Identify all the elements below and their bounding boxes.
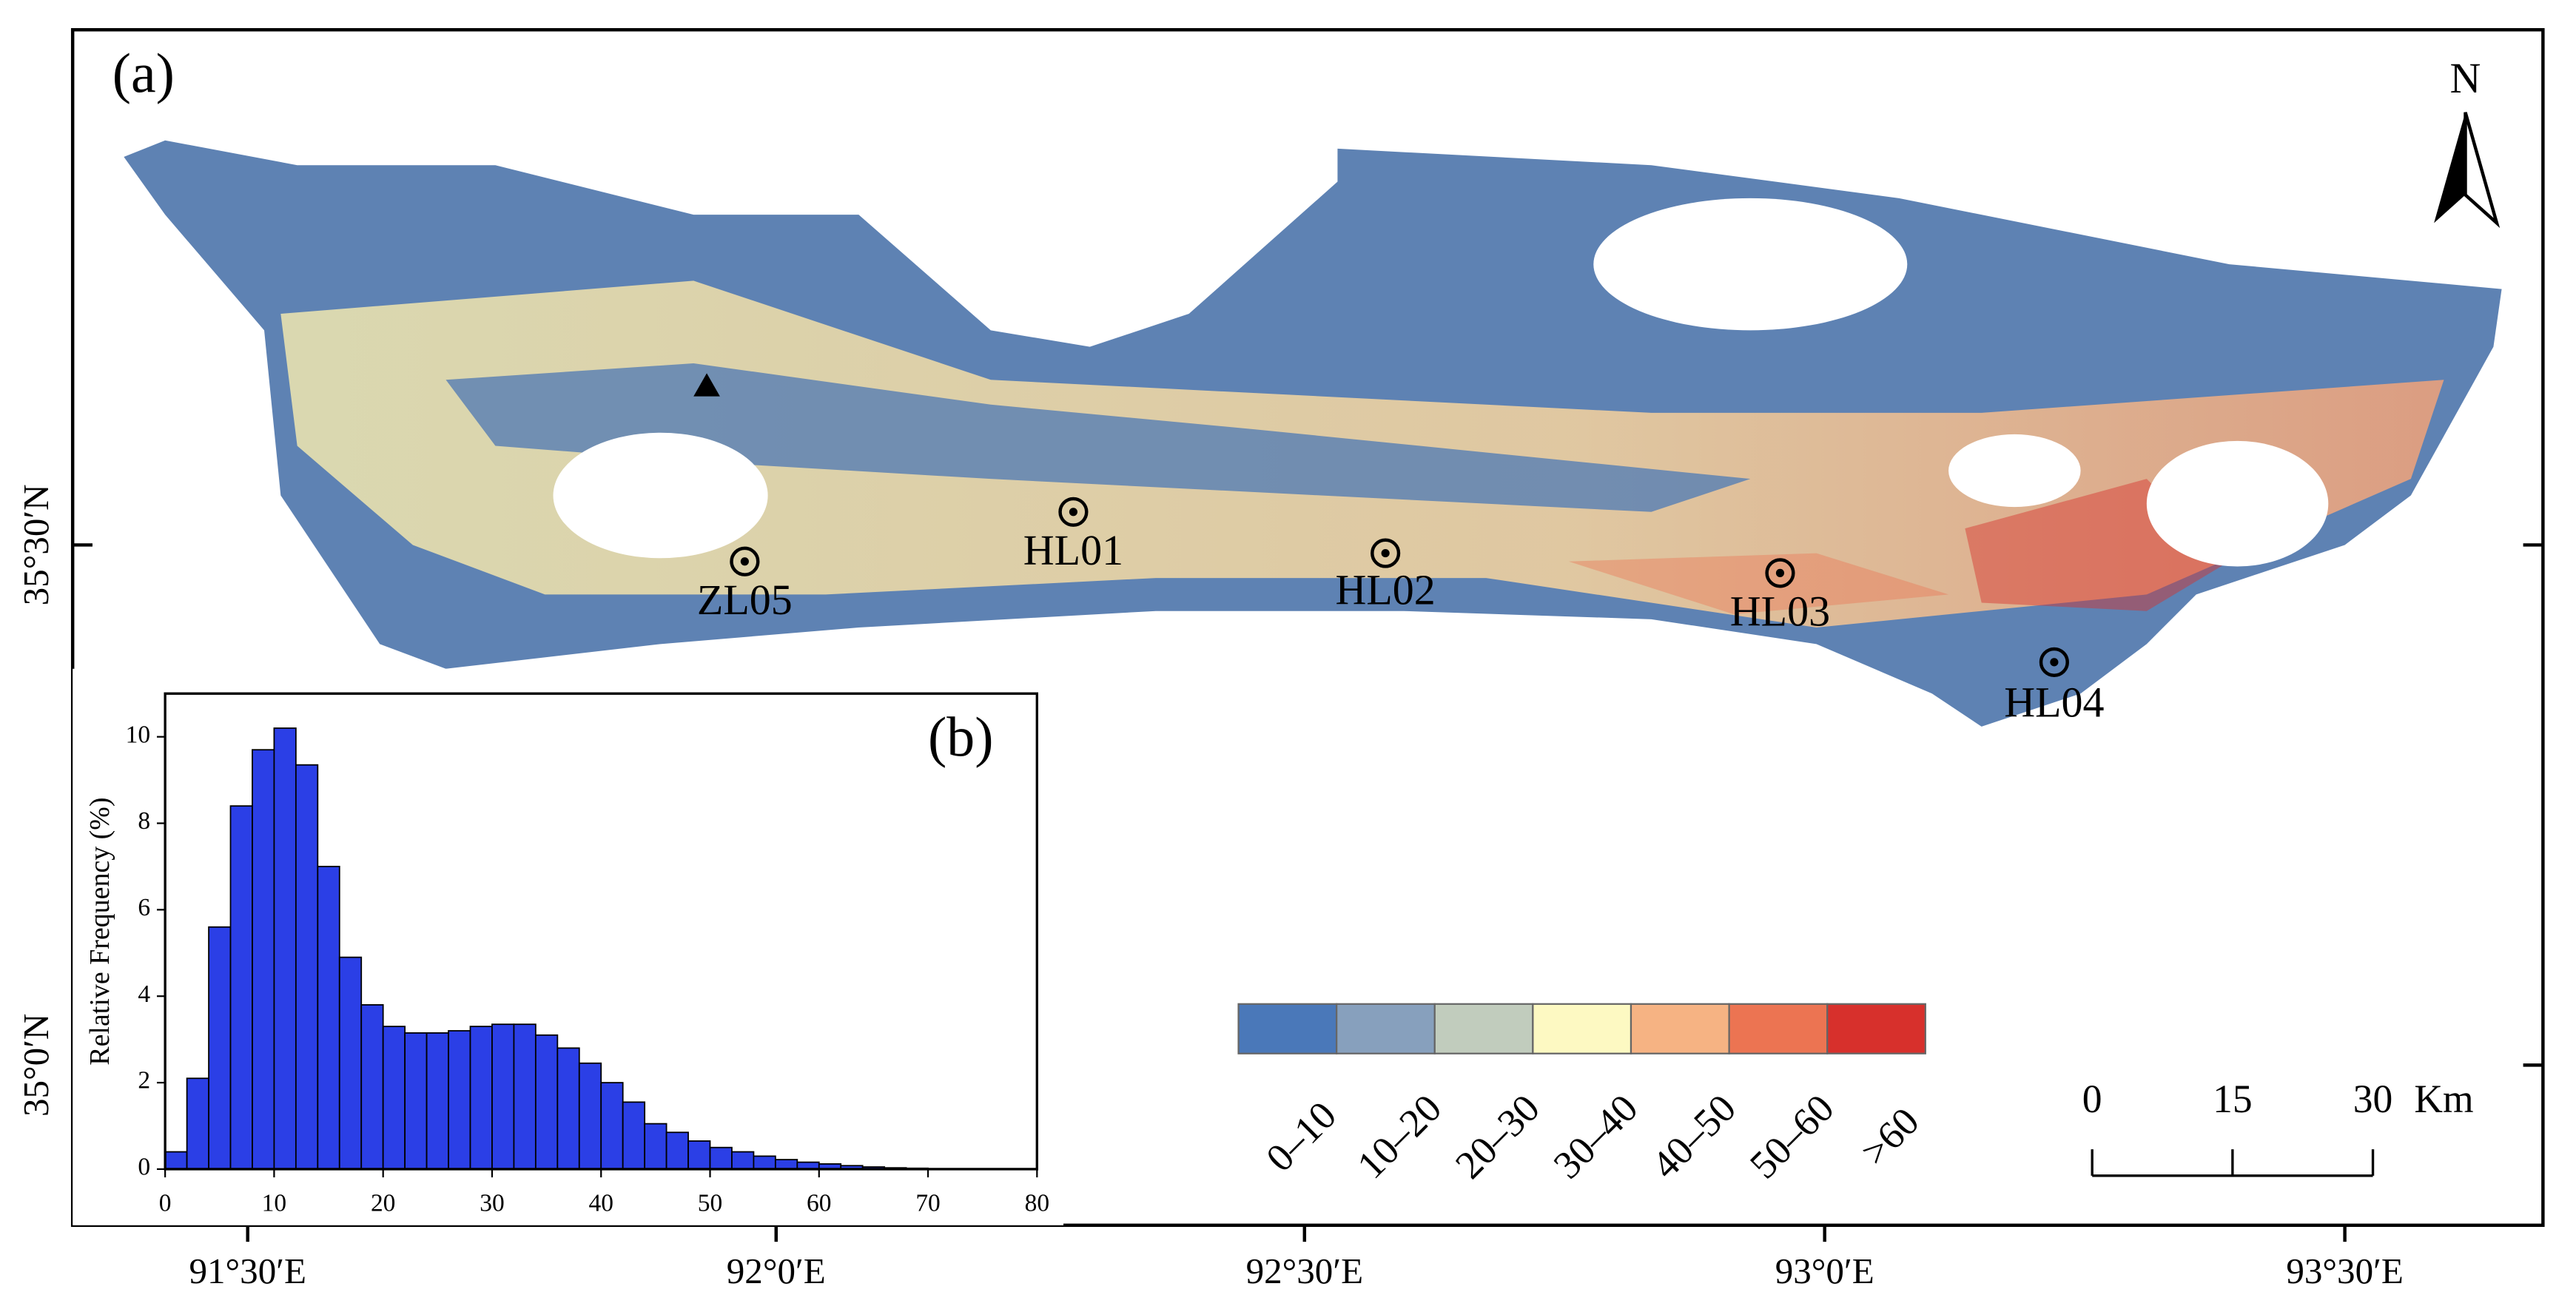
scale-unit: Km	[2414, 1077, 2473, 1121]
site-label: HL03	[1730, 588, 1830, 636]
bar	[622, 1101, 646, 1170]
bar	[426, 1032, 449, 1170]
lon-tick-label: 92°0′E	[727, 1251, 826, 1291]
bar	[513, 1023, 537, 1170]
legend-swatch	[1728, 1003, 1829, 1054]
site-label: HL02	[1335, 566, 1435, 614]
y-tick-label: 0	[138, 1154, 150, 1181]
bar	[556, 1047, 580, 1170]
panel-label: (b)	[928, 707, 993, 769]
bar	[360, 1004, 384, 1170]
site-marker	[1765, 558, 1795, 588]
scale-label: 15	[2213, 1077, 2253, 1121]
bar	[644, 1123, 667, 1170]
y-tick-label: 4	[138, 980, 150, 1008]
bar	[229, 805, 253, 1170]
bar	[534, 1034, 559, 1170]
bar	[208, 926, 232, 1170]
bar	[382, 1026, 406, 1170]
bar	[295, 764, 319, 1170]
legend-swatch	[1237, 1003, 1338, 1054]
site-label: ZL05	[697, 576, 793, 624]
bar	[404, 1032, 428, 1170]
scale-label: 30	[2353, 1077, 2393, 1121]
bar	[774, 1159, 798, 1170]
x-tick-label: 30	[480, 1190, 504, 1217]
bar	[273, 727, 297, 1170]
x-tick-label: 40	[588, 1190, 613, 1217]
scale-label: 0	[2082, 1077, 2102, 1121]
bar	[448, 1030, 471, 1170]
panel-label: (a)	[112, 43, 175, 105]
bar	[578, 1062, 602, 1170]
bar	[338, 956, 363, 1170]
y-axis-label: Relative Frequency (%)	[84, 797, 115, 1065]
x-tick-label: 20	[371, 1190, 395, 1217]
lat-tick-label: 35°30′N	[16, 484, 56, 605]
bar	[252, 749, 275, 1170]
y-tick-label: 8	[138, 807, 150, 835]
x-tick-label: 70	[915, 1190, 940, 1217]
lon-tick-label: 92°30′E	[1246, 1251, 1364, 1291]
lon-tick-label: 93°0′E	[1775, 1251, 1874, 1291]
x-tick-label: 50	[698, 1190, 722, 1217]
lat-tick-label: 35°0′N	[16, 1014, 56, 1117]
bar	[731, 1151, 755, 1170]
x-tick-label: 80	[1025, 1190, 1049, 1217]
y-tick-label: 6	[138, 894, 150, 921]
legend-swatch	[1630, 1003, 1730, 1054]
x-tick-label: 60	[807, 1190, 831, 1217]
y-tick-label: 10	[126, 721, 150, 748]
site-dot	[2050, 658, 2059, 667]
site-label: HL01	[1023, 526, 1123, 574]
lon-tick-label: 91°30′E	[189, 1251, 306, 1291]
site-marker	[2039, 647, 2069, 677]
terrain	[124, 140, 2502, 727]
bar	[317, 866, 340, 1170]
x-tick-label: 10	[262, 1190, 286, 1217]
bar	[600, 1082, 624, 1170]
site-dot	[1069, 508, 1077, 517]
site-label: HL04	[2004, 678, 2104, 726]
site-marker	[1058, 497, 1089, 527]
site-marker	[1371, 538, 1401, 568]
site-marker	[730, 546, 760, 576]
north-label: N	[2450, 54, 2481, 102]
legend-swatch	[1336, 1003, 1436, 1054]
x-tick-label: 0	[159, 1190, 172, 1217]
lon-tick-label: 93°30′E	[2286, 1251, 2404, 1291]
legend-swatch	[1433, 1003, 1534, 1054]
bar	[709, 1146, 733, 1170]
bar	[186, 1077, 209, 1170]
bar	[687, 1140, 711, 1170]
legend-swatch	[1532, 1003, 1632, 1054]
y-tick-label: 2	[138, 1067, 150, 1094]
site-dot	[1381, 549, 1390, 558]
site-dot	[740, 557, 749, 566]
bar	[164, 1151, 188, 1170]
bar	[491, 1023, 515, 1170]
bar	[665, 1131, 689, 1170]
legend-swatch	[1826, 1003, 1926, 1054]
bar	[469, 1026, 493, 1170]
site-dot	[1775, 568, 1785, 577]
bar	[753, 1155, 776, 1170]
